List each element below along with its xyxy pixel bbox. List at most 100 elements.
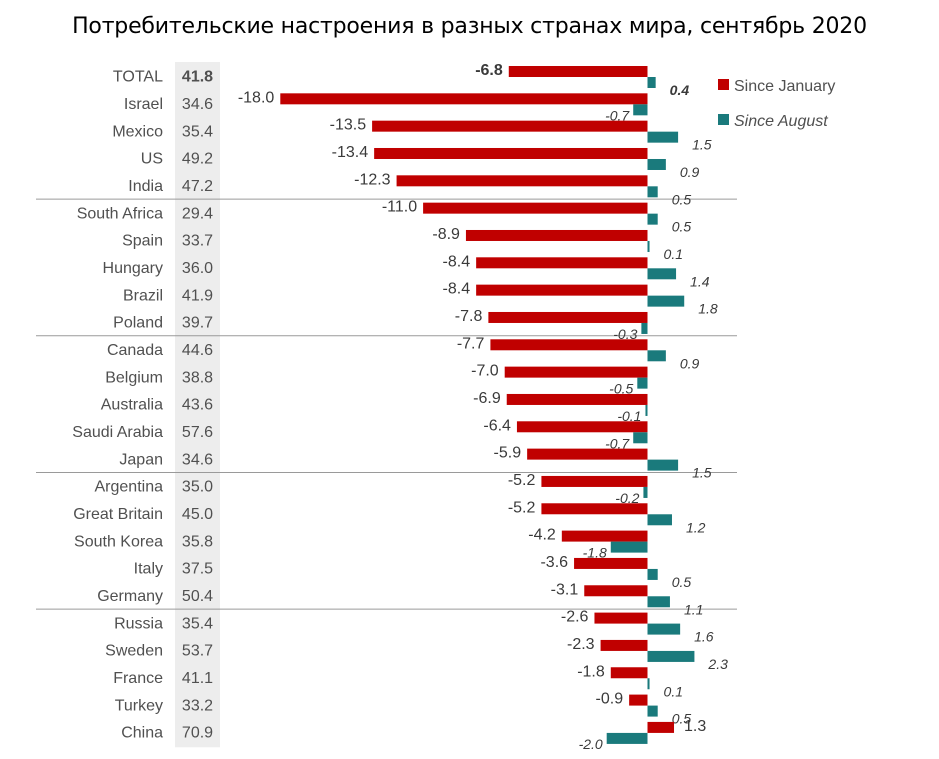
- bar-since-august: [647, 131, 679, 143]
- row-mexico: Mexico 35.4 -13.5 1.5: [112, 117, 711, 153]
- country-label: US: [141, 151, 163, 168]
- country-label: France: [113, 670, 163, 687]
- bar-since-january: [541, 503, 648, 515]
- score-label: 50.4: [182, 588, 213, 605]
- score-label: 33.7: [182, 233, 213, 250]
- bar-since-august: [643, 486, 648, 498]
- bar-since-august: [641, 322, 648, 334]
- bar-since-august: [637, 377, 648, 389]
- chart-rows: TOTAL 41.8 -6.8 0.4 Israel 34.6 -18.0-0.7Mexic…: [72, 62, 728, 752]
- row-israel: Israel 34.6 -18.0 -0.7: [124, 89, 648, 123]
- country-label: Italy: [134, 561, 163, 578]
- bar-since-january: [280, 93, 648, 105]
- score-label: 57.6: [182, 424, 213, 441]
- score-label: 33.2: [182, 697, 213, 714]
- score-label: 38.8: [182, 369, 213, 386]
- score-label: 34.6: [182, 451, 213, 468]
- data-label-since-january: -5.2: [508, 472, 536, 489]
- bar-since-january: [516, 421, 648, 433]
- score-label: 41.1: [182, 670, 213, 687]
- bar-since-january: [374, 147, 648, 159]
- data-label-since-august: -0.1: [617, 408, 641, 424]
- bar-since-january: [372, 120, 648, 132]
- row-south-korea: South Korea 35.8 -4.2 -1.8: [74, 527, 648, 561]
- bar-since-august: [647, 268, 677, 280]
- bar-since-january: [610, 667, 648, 679]
- bar-since-january: [423, 202, 648, 214]
- row-argentina: Argentina 35.0 -5.2 -0.2: [95, 472, 648, 506]
- score-label: 35.0: [182, 479, 213, 496]
- data-label-since-august: 1.5: [692, 465, 712, 481]
- data-label-since-august: -0.7: [605, 435, 630, 451]
- bar-since-august: [647, 596, 670, 608]
- legend-label-since-january: Since January: [734, 78, 835, 95]
- bar-since-january: [527, 448, 648, 460]
- data-label-since-january: -5.2: [508, 499, 536, 516]
- row-brazil: Brazil 41.9 -8.4 1.8: [123, 281, 718, 317]
- country-label: Belgium: [105, 369, 163, 386]
- bar-since-august: [610, 541, 648, 553]
- bar-since-august: [647, 678, 650, 690]
- bar-since-august: [647, 295, 685, 307]
- country-label: Poland: [113, 315, 163, 332]
- data-label-since-august: 0.9: [680, 164, 700, 180]
- data-label-since-august: 1.6: [694, 629, 714, 645]
- bar-since-january: [396, 175, 648, 187]
- legend: Since January Since August: [718, 78, 835, 130]
- row-germany: Germany 50.4 -3.1 1.1: [97, 581, 703, 617]
- bar-since-august: [647, 186, 658, 198]
- row-france: France 41.1 -1.8 0.1: [113, 663, 683, 699]
- bar-since-january: [476, 284, 648, 296]
- bar-since-august: [647, 240, 650, 252]
- bar-since-january: [561, 530, 648, 542]
- data-label-since-august: 1.1: [684, 601, 703, 617]
- country-label: Turkey: [115, 697, 163, 714]
- score-label: 37.5: [182, 561, 213, 578]
- score-label: 35.4: [182, 123, 213, 140]
- data-label-since-january: -6.9: [473, 390, 501, 407]
- group-separators: [36, 198, 737, 610]
- data-label-since-january: -1.8: [577, 663, 605, 680]
- score-label: 47.2: [182, 178, 213, 195]
- row-china: China 70.9 1.3 -2.0: [121, 718, 706, 752]
- row-japan: Japan 34.6 -5.9 1.5: [119, 445, 711, 481]
- country-label: Israel: [124, 96, 163, 113]
- legend-swatch-since-january: [718, 79, 729, 90]
- bar-since-august: [647, 705, 658, 717]
- score-label: 41.8: [182, 69, 213, 86]
- country-label: Saudi Arabia: [72, 424, 163, 441]
- data-label-since-august: 0.1: [664, 246, 683, 262]
- data-label-since-january: -8.4: [443, 253, 471, 270]
- bar-since-january: [476, 257, 648, 269]
- row-total: TOTAL 41.8 -6.8 0.4: [113, 62, 689, 98]
- country-label: Hungary: [103, 260, 163, 277]
- bar-since-january: [506, 393, 648, 405]
- country-label: South Korea: [74, 533, 163, 550]
- score-column-background: [175, 62, 220, 748]
- data-label-since-january: 1.3: [684, 718, 706, 735]
- country-label: TOTAL: [113, 69, 163, 86]
- data-label-since-august: 2.3: [707, 656, 728, 672]
- bar-since-august: [645, 404, 648, 416]
- bar-since-august: [647, 623, 681, 635]
- data-label-since-january: -6.8: [475, 62, 503, 79]
- data-label-since-august: -0.7: [605, 107, 630, 123]
- legend-swatch-since-august: [718, 114, 729, 125]
- data-label-since-january: -11.0: [382, 199, 417, 216]
- bar-since-january: [600, 639, 648, 651]
- data-label-since-january: -7.8: [455, 308, 483, 325]
- country-label: Germany: [97, 588, 163, 605]
- data-label-since-august: 0.4: [670, 82, 690, 98]
- score-label: 41.9: [182, 287, 213, 304]
- bar-since-january: [490, 339, 648, 351]
- bar-since-august: [606, 732, 648, 744]
- data-label-since-january: -2.6: [561, 609, 589, 626]
- score-label: 35.8: [182, 533, 213, 550]
- bar-since-january: [574, 557, 648, 569]
- bar-since-august: [633, 104, 648, 116]
- row-india: India 47.2 -12.3 0.5: [128, 171, 691, 207]
- row-great-britain: Great Britain 45.0 -5.2 1.2: [73, 499, 705, 535]
- row-turkey: Turkey 33.2 -0.9 0.5: [115, 691, 692, 727]
- data-label-since-august: 0.9: [680, 355, 700, 371]
